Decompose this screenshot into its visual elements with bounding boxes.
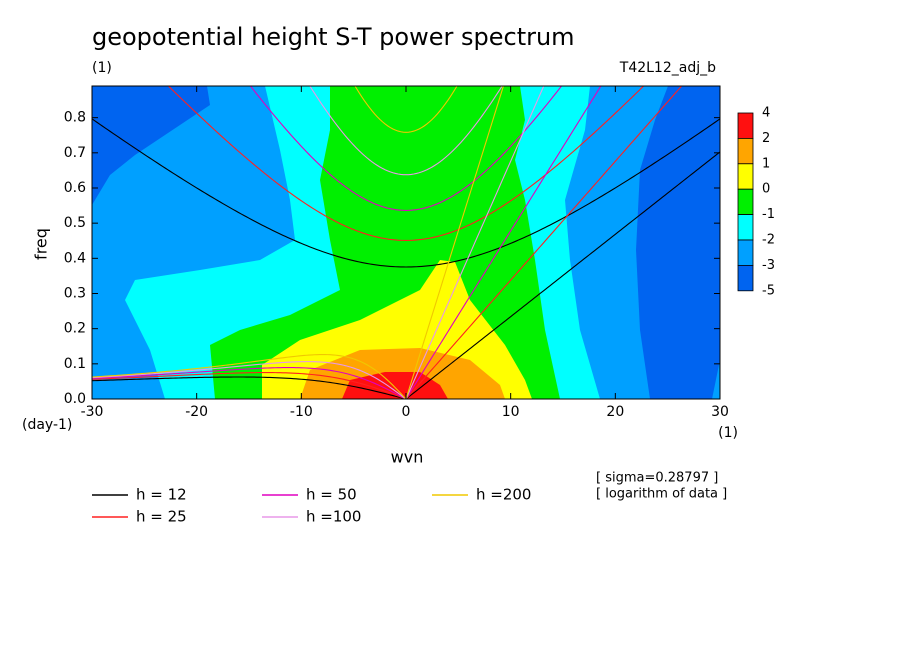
x-axis-unit: (1) bbox=[718, 425, 738, 441]
rossby-curve bbox=[92, 372, 407, 399]
colorbar-box bbox=[737, 112, 754, 139]
contour-region bbox=[342, 372, 448, 399]
legend-label: h = 12 bbox=[136, 486, 187, 504]
y-axis-unit: (day-1) bbox=[22, 417, 72, 433]
colorbar-box bbox=[737, 239, 754, 266]
y-tick-label: 0.8 bbox=[64, 110, 86, 126]
contour-fill bbox=[92, 86, 720, 399]
legend-label: h =200 bbox=[476, 486, 531, 504]
colorbar-label: 1 bbox=[762, 156, 770, 171]
x-tick-label: -30 bbox=[81, 404, 104, 420]
y-tick-label: 0.3 bbox=[64, 285, 86, 301]
colorbar-label: 0 bbox=[762, 182, 770, 197]
colorbar-box bbox=[737, 137, 754, 165]
y-tick-label: 0.2 bbox=[64, 321, 86, 337]
gravity-curve bbox=[309, 86, 503, 176]
x-tick-label: -20 bbox=[185, 404, 208, 420]
colorbar-label: -2 bbox=[762, 233, 775, 248]
note: [ logarithm of data ] bbox=[596, 487, 727, 502]
gravity-curve bbox=[249, 86, 563, 211]
colorbar-label: 4 bbox=[762, 106, 770, 121]
x-tick-label: 20 bbox=[606, 404, 624, 420]
y-tick-label: 0.5 bbox=[64, 215, 86, 231]
colorbar-box bbox=[737, 188, 754, 215]
colorbar-label: 2 bbox=[762, 131, 770, 146]
colorbar-label: -3 bbox=[762, 258, 775, 273]
kelvin-curve bbox=[405, 86, 683, 399]
chart-title: geopotential height S-T power spectrum bbox=[92, 23, 575, 51]
x-tick-label: 0 bbox=[402, 404, 411, 420]
rossby-curve bbox=[92, 376, 407, 399]
legend-label: h =100 bbox=[306, 508, 361, 526]
rossby-curve bbox=[92, 353, 407, 399]
kelvin-curve bbox=[405, 86, 505, 399]
legend-label: h = 50 bbox=[306, 486, 357, 504]
colorbar-box bbox=[737, 163, 754, 190]
x-tick-label: 10 bbox=[502, 404, 520, 420]
run-label: T42L12_adj_b bbox=[619, 60, 716, 76]
contour-region bbox=[92, 86, 210, 205]
contour-region bbox=[636, 86, 720, 399]
y-tick-label: 0.6 bbox=[64, 180, 86, 196]
gravity-curve bbox=[354, 86, 458, 133]
kelvin-curve bbox=[405, 151, 720, 399]
colorbar-label: -5 bbox=[762, 283, 775, 298]
y-tick-label: 0.7 bbox=[64, 145, 86, 161]
y-tick-label: 0.4 bbox=[64, 250, 86, 266]
y-tick-label: 0.0 bbox=[64, 391, 86, 407]
legend-label: h = 25 bbox=[136, 508, 187, 526]
x-axis-title: wvn bbox=[391, 448, 424, 467]
rossby-curve bbox=[92, 367, 407, 399]
gravity-curve bbox=[92, 118, 720, 268]
x-tick-label: -10 bbox=[290, 404, 313, 420]
note: [ sigma=0.28797 ] bbox=[596, 471, 718, 486]
colorbar-label: -1 bbox=[762, 207, 775, 222]
y-tick-label: 0.1 bbox=[64, 356, 86, 372]
kelvin-curve bbox=[405, 86, 545, 399]
rossby-curve bbox=[92, 361, 407, 399]
subtitle: (1) bbox=[92, 60, 112, 76]
kelvin-curve bbox=[405, 86, 602, 399]
dispersion-curves bbox=[92, 86, 720, 399]
gravity-curve bbox=[167, 86, 645, 241]
x-tick-label: 30 bbox=[711, 404, 729, 420]
colorbar-box bbox=[737, 214, 754, 241]
y-axis-title: freq bbox=[32, 228, 51, 260]
colorbar-box bbox=[737, 264, 754, 292]
